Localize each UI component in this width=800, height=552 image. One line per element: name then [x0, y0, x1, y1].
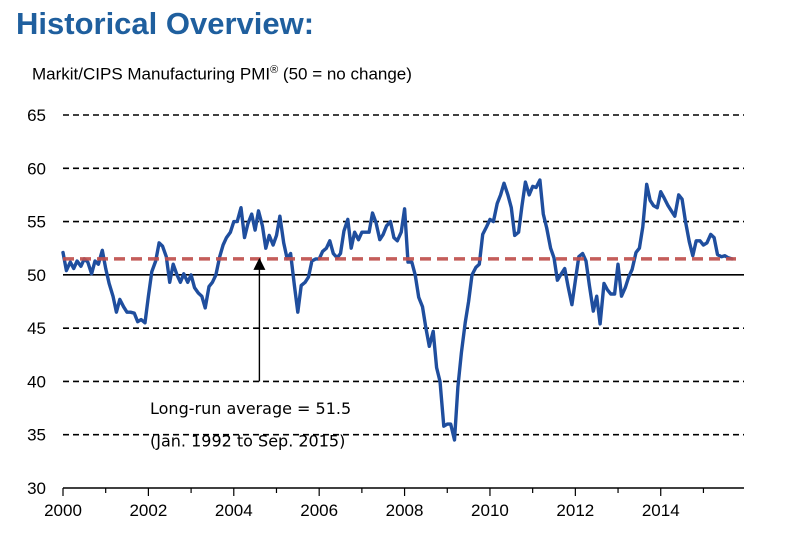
gridlines: [63, 114, 744, 436]
subtitle-main: Markit/CIPS Manufacturing PMI: [32, 64, 271, 84]
annotation-line-1: Long-run average = 51.5: [150, 399, 351, 418]
x-tick-label-2014: 2014: [642, 501, 680, 520]
annotation-arrow-head: [253, 257, 266, 270]
y-tick-label-45: 45: [27, 319, 46, 338]
y-tick-label-65: 65: [27, 106, 46, 125]
x-tick-label-2000: 2000: [44, 501, 82, 520]
x-tick-label-2010: 2010: [471, 501, 509, 520]
y-tick-label-50: 50: [27, 266, 46, 285]
y-tick-label-55: 55: [27, 213, 46, 232]
y-tick-label-40: 40: [27, 372, 46, 391]
y-tick-label-35: 35: [27, 426, 46, 445]
annotation-line-2: (Jan. 1992 to Sep. 2015): [150, 432, 345, 451]
x-tick-label-2008: 2008: [386, 501, 424, 520]
y-tick-label-60: 60: [27, 159, 46, 178]
reference-layer: [63, 257, 736, 382]
series-layer: [61, 178, 734, 442]
subtitle-note: (50 = no change): [278, 64, 412, 84]
pmi-series-line: [61, 178, 734, 442]
y-tick-label-30: 30: [27, 479, 46, 498]
x-tick-label-2006: 2006: [300, 501, 338, 520]
chart-title: Historical Overview:: [16, 6, 315, 41]
x-tick-label-2012: 2012: [556, 501, 594, 520]
x-axis: 2000 2002 2004 2006 2008 2010 2012 2014: [44, 487, 744, 520]
x-tick-label-2002: 2002: [129, 501, 167, 520]
x-tick-label-2004: 2004: [215, 501, 253, 520]
registered-mark: ®: [270, 64, 279, 76]
annotation-layer: Long-run average = 51.5 (Jan. 1992 to Se…: [150, 399, 351, 451]
y-axis-ticks: 30 35 40 45 50 55 60 65: [27, 106, 46, 498]
chart-subtitle: Markit/CIPS Manufacturing PMI® (50 = no …: [32, 64, 412, 85]
